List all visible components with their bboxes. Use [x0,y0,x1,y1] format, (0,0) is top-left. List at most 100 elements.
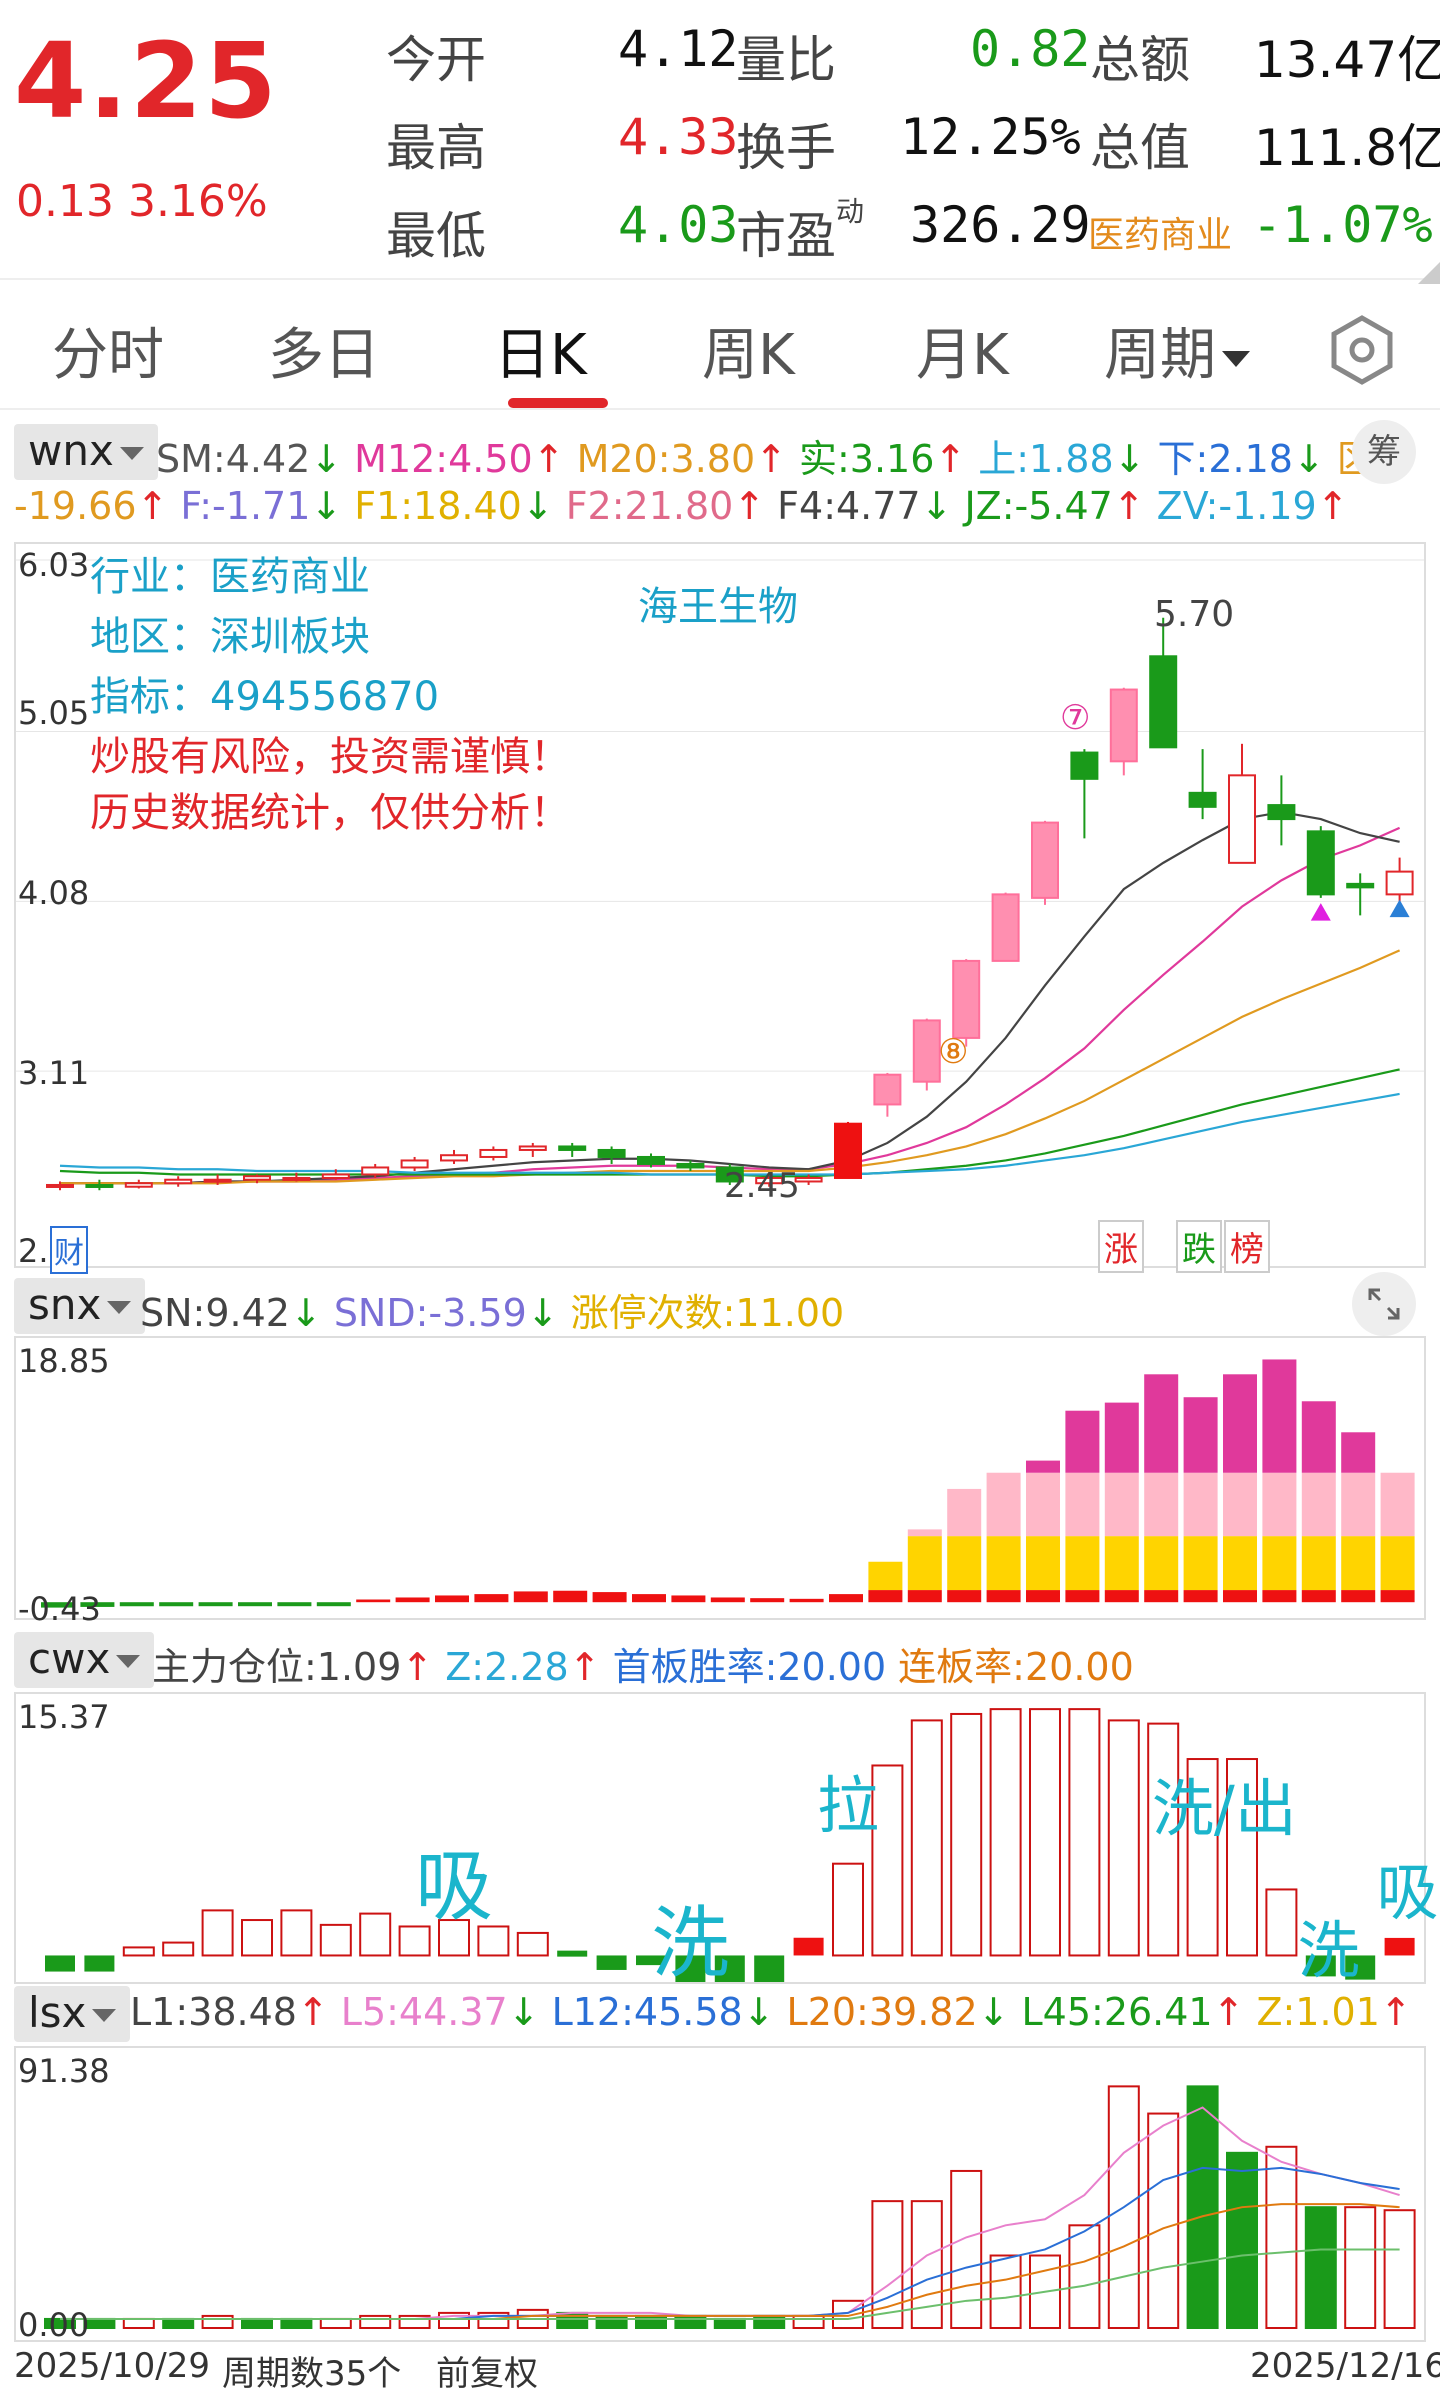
arrow-down-icon: ↓ [742,1990,775,2034]
candle-body [361,1166,390,1176]
lsx-bar-solid [674,2314,707,2329]
tab-period-label: 周期 [1104,323,1216,388]
candle-body [755,1176,784,1185]
snx-bar-seg [1183,1590,1218,1603]
sector-change: -1.07% [1252,196,1433,254]
snx-y-min: -0.43 [18,1590,101,1628]
arrow-up-icon: ↑ [934,437,967,481]
candle-body [1070,751,1099,780]
cwx-bar-outline [280,1909,313,1957]
legend-item: SN:9.42↓ [140,1291,322,1335]
snx-indicator-selector[interactable]: snx [14,1278,146,1334]
lsx-bar-solid [1304,2206,1337,2330]
chip-distribution-button[interactable]: 筹 [1352,420,1416,484]
y-label-2: 5.05 [18,694,90,732]
arrow-down-icon: ↓ [977,1990,1010,2034]
snx-panel[interactable]: 18.85 -0.43 [14,1336,1426,1628]
y-label-4: 3.11 [18,1054,90,1092]
cwx-bar-solid [793,1937,824,1956]
region-info: 地区：深圳板块 [90,614,370,660]
ma-line-m12 [60,826,1401,1185]
legend-item: -19.66↑ [14,484,169,528]
candle-body [479,1148,508,1158]
cwx-indicator-selector[interactable]: cwx [14,1632,155,1688]
lsx-indicator-selector[interactable]: lsx [14,1986,131,2042]
expand-icon[interactable] [1352,1272,1416,1336]
snx-bar-seg [1262,1472,1297,1537]
low-price-marker: 2.45 [724,1166,800,1206]
legend-item: L45:26.41↑ [1021,1990,1245,2034]
y-label-max: 6.03 [18,546,90,584]
legend-item: Z:1.01↑ [1256,1990,1412,2034]
candle-body [715,1166,744,1183]
hexagon-settings-icon[interactable] [1326,314,1398,390]
lsx-bar-outline [871,2200,904,2329]
legend-item: 下:2.18↓ [1157,437,1325,481]
ma-line-zv [59,1092,1400,1176]
lsx-bar-outline [359,2314,392,2329]
corner-fold-icon[interactable] [1418,262,1440,284]
tab-period-dropdown[interactable]: 周期 [1104,310,1250,391]
arrow-up-icon: ↑ [755,437,787,481]
legend-item: L5:44.37↓ [340,1990,540,2034]
legend-item: 连板率:20.00 [898,1645,1134,1689]
arrow-down-icon: ↓ [289,1291,322,1335]
snx-bar-green [159,1602,194,1607]
wnx-indicator-selector[interactable]: wnx [14,424,158,480]
chevron-down-icon [1222,350,1250,367]
limit-up-tag[interactable]: 涨 [1098,1220,1144,1273]
cwx-bar-outline [950,1712,983,1957]
tab-intraday[interactable]: 分时 [52,323,164,388]
legend-item: L1:38.48↑ [130,1990,329,2034]
y-label-3: 4.08 [18,874,90,912]
candle-body [952,959,981,1039]
tab-weekly-k[interactable]: 周K [702,323,795,388]
limit-down-tag[interactable]: 跌 [1176,1220,1222,1273]
snx-bar-seg [1380,1536,1415,1591]
lsx-bar-solid [1186,2085,1219,2330]
candlestick-panel[interactable]: 6.03 5.05 4.08 3.11 2.1 行业：医药商业 地区：深圳板块 … [14,542,1426,1274]
sector-name[interactable]: 医药商业 [1088,215,1233,256]
ma-line-jz [59,1068,1400,1178]
snx-bar-seg [868,1561,903,1591]
legend-item: L12:45.58↓ [551,1990,775,2034]
lsx-bar-solid [713,2317,746,2329]
candle-body [1346,882,1375,889]
snx-bar-seg [907,1529,942,1537]
tab-multi-day[interactable]: 多日 [268,323,380,388]
snx-bar-seg [907,1536,942,1591]
cwx-phase-label: 洗/出 [1151,1772,1297,1846]
cwx-bar-solid [1305,1955,1336,1977]
snx-bar-seg [907,1590,942,1603]
snx-bar-seg [435,1595,469,1603]
snx-bar-seg [1341,1536,1376,1591]
tab-daily-k[interactable]: 日K [494,323,587,388]
indicator-info: 指标：494556870 [90,674,440,720]
lsx-bar-solid [595,2314,628,2329]
legend-item: SM:4.42↓ [156,437,343,481]
low-label: 最低 [386,207,486,265]
lsx-panel[interactable]: 91.38 0.00 [14,2046,1426,2344]
cwx-bar-solid [754,1955,785,1982]
snx-bar-seg [1223,1472,1257,1537]
cwx-panel[interactable]: 15.37 吸洗拉洗/出洗吸 [14,1692,1438,1989]
candle-body [46,1183,74,1188]
lsx-chart [44,2085,1416,2330]
arrow-up-icon: ↑ [1379,1990,1412,2034]
snx-bar-seg [829,1594,863,1603]
cwx-bar-solid [675,1955,706,1982]
financial-report-tag[interactable]: 财 [50,1226,88,1274]
ranking-list-tag[interactable]: 榜 [1224,1220,1270,1273]
cwx-phase-label: 拉 [817,1768,880,1842]
adjust-mode[interactable]: 前复权 [436,2354,538,2392]
snx-bar-seg [1301,1472,1336,1537]
last-price: 4.25 [14,20,279,142]
lsx-legend: L1:38.48↑ L5:44.37↓ L12:45.58↓ L20:39.82↓ L4… [130,1990,1424,2034]
legend-item: 涨停次数:11.00 [570,1291,845,1335]
tab-monthly-k[interactable]: 月K [916,323,1009,388]
volume-ratio-value: 0.82 [970,20,1091,78]
candle-body [85,1183,114,1188]
snx-bar-seg [986,1472,1021,1537]
snx-bar-seg [1065,1536,1100,1591]
ma-line-sm [60,810,1400,1185]
